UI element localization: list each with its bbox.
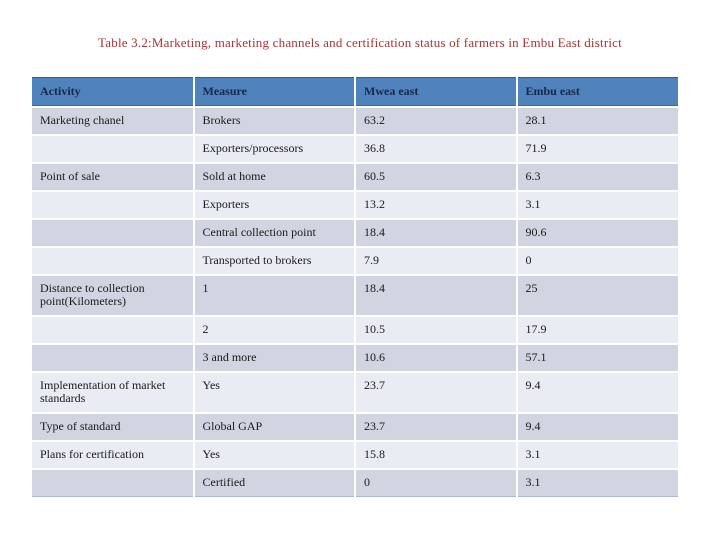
cell-activity — [32, 219, 194, 247]
header-row: Activity Measure Mwea east Embu east — [32, 77, 678, 107]
column-header-activity: Activity — [32, 77, 194, 107]
cell-activity — [32, 191, 194, 219]
cell-activity: Distance to collection point(Kilometers) — [32, 275, 194, 316]
table-header: Activity Measure Mwea east Embu east — [32, 77, 678, 107]
cell-activity: Plans for certification — [32, 441, 194, 469]
cell-embu-east: 90.6 — [515, 219, 678, 247]
table-row: 3 and more 10.6 57.1 — [32, 344, 678, 372]
cell-activity: Implementation of market standards — [32, 372, 194, 413]
cell-activity — [32, 469, 194, 497]
cell-embu-east: 9.4 — [515, 372, 678, 413]
cell-embu-east: 57.1 — [515, 344, 678, 372]
cell-embu-east: 9.4 — [515, 413, 678, 441]
cell-measure: Yes — [192, 372, 355, 413]
cell-mwea-east: 18.4 — [354, 275, 517, 316]
cell-mwea-east: 10.6 — [354, 344, 517, 372]
cell-measure: Exporters/processors — [192, 135, 355, 163]
cell-activity: Marketing chanel — [32, 107, 194, 135]
table-row: Transported to brokers 7.9 0 — [32, 247, 678, 275]
cell-embu-east: 3.1 — [515, 441, 678, 469]
cell-embu-east: 25 — [515, 275, 678, 316]
table-row: Type of standard Global GAP 23.7 9.4 — [32, 413, 678, 441]
cell-mwea-east: 63.2 — [354, 107, 517, 135]
table-row: Implementation of market standards Yes 23.… — [32, 372, 678, 413]
cell-mwea-east: 23.7 — [354, 372, 517, 413]
cell-mwea-east: 10.5 — [354, 316, 517, 344]
table-body: Marketing chanel Brokers 63.2 28.1 Exporters… — [32, 107, 678, 497]
cell-mwea-east: 13.2 — [354, 191, 517, 219]
cell-mwea-east: 23.7 — [354, 413, 517, 441]
table-row: Exporters 13.2 3.1 — [32, 191, 678, 219]
cell-embu-east: 3.1 — [515, 469, 678, 497]
cell-measure: 1 — [192, 275, 355, 316]
cell-measure: 3 and more — [192, 344, 355, 372]
table-row: Certified 0 3.1 — [32, 469, 678, 497]
table-row: Exporters/processors 36.8 71.9 — [32, 135, 678, 163]
cell-activity — [32, 316, 194, 344]
cell-measure: Sold at home — [192, 163, 355, 191]
cell-measure: Global GAP — [192, 413, 355, 441]
table-row: Plans for certification Yes 15.8 3.1 — [32, 441, 678, 469]
cell-activity — [32, 247, 194, 275]
cell-embu-east: 28.1 — [515, 107, 678, 135]
cell-mwea-east: 60.5 — [354, 163, 517, 191]
column-header-embu-east: Embu east — [515, 77, 678, 107]
data-table: Activity Measure Mwea east Embu east Mar… — [32, 77, 678, 497]
cell-measure: Transported to brokers — [192, 247, 355, 275]
cell-mwea-east: 36.8 — [354, 135, 517, 163]
cell-measure: 2 — [192, 316, 355, 344]
cell-embu-east: 0 — [515, 247, 678, 275]
cell-measure: Exporters — [192, 191, 355, 219]
cell-mwea-east: 7.9 — [354, 247, 517, 275]
table-row: Point of sale Sold at home 60.5 6.3 — [32, 163, 678, 191]
table-row: 2 10.5 17.9 — [32, 316, 678, 344]
cell-activity: Type of standard — [32, 413, 194, 441]
cell-activity: Point of sale — [32, 163, 194, 191]
cell-activity — [32, 344, 194, 372]
cell-embu-east: 3.1 — [515, 191, 678, 219]
cell-mwea-east: 0 — [354, 469, 517, 497]
cell-measure: Yes — [192, 441, 355, 469]
table-row: Marketing chanel Brokers 63.2 28.1 — [32, 107, 678, 135]
cell-mwea-east: 15.8 — [354, 441, 517, 469]
cell-mwea-east: 18.4 — [354, 219, 517, 247]
cell-embu-east: 71.9 — [515, 135, 678, 163]
cell-embu-east: 17.9 — [515, 316, 678, 344]
cell-embu-east: 6.3 — [515, 163, 678, 191]
cell-measure: Brokers — [192, 107, 355, 135]
page-title: Table 3.2:Marketing, marketing channels … — [98, 35, 622, 50]
cell-measure: Certified — [192, 469, 355, 497]
cell-activity — [32, 135, 194, 163]
column-header-mwea-east: Mwea east — [354, 77, 517, 107]
column-header-measure: Measure — [192, 77, 355, 107]
table-row: Central collection point 18.4 90.6 — [32, 219, 678, 247]
table-row: Distance to collection point(Kilometers)… — [32, 275, 678, 316]
cell-measure: Central collection point — [192, 219, 355, 247]
